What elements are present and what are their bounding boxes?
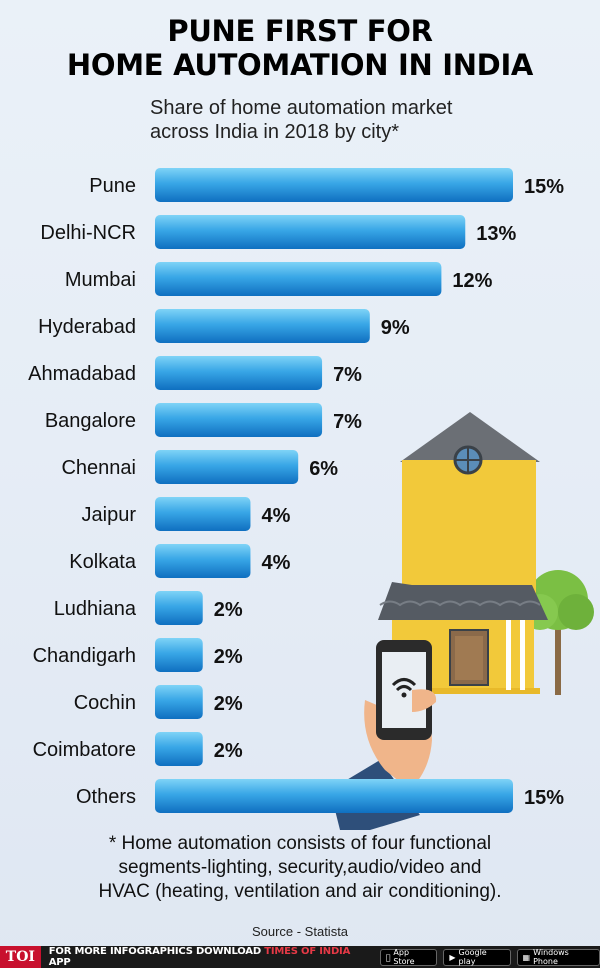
windows-phone-label: Windows Phone (532, 948, 569, 966)
bar-others (155, 779, 513, 813)
app-store-badge[interactable]:  App Store (379, 948, 438, 966)
house-roof (378, 582, 548, 620)
footnote-line-1: * Home automation consists of four funct… (108, 833, 492, 854)
house-wall (402, 460, 536, 600)
category-label-chennai: Chennai (61, 457, 136, 479)
category-label-cochin: Cochin (74, 692, 136, 714)
windows-icon: ▦ (521, 952, 531, 962)
footer-brand: TIMES OF INDIA (264, 946, 351, 957)
bar-chandigarh (155, 638, 203, 672)
footnote-line-2: segments-lighting, security,audio/video … (118, 857, 482, 878)
value-label-mumbai: 12% (452, 270, 492, 292)
footnote-line-3: HVAC (heating, ventilation and air condi… (98, 881, 502, 902)
bar-cochin (155, 685, 203, 719)
footnote: * Home automation consists of four funct… (0, 832, 600, 904)
value-label-others: 15% (524, 787, 564, 809)
footer-text-prefix: FOR MORE INFOGRAPHICS DOWNLOAD (48, 946, 261, 957)
value-label-chandigarh: 2% (214, 646, 243, 668)
category-label-ludhiana: Ludhiana (54, 598, 137, 620)
category-label-bangalore: Bangalore (45, 410, 136, 432)
footer-promo-text: FOR MORE INFOGRAPHICS DOWNLOAD TIMES OF … (49, 946, 366, 968)
category-label-hyderabad: Hyderabad (38, 316, 136, 338)
wifi-icon (391, 678, 417, 687)
title-line-2: HOME AUTOMATION IN INDIA (66, 48, 534, 82)
bar-jaipur (155, 497, 251, 531)
category-label-others: Others (76, 786, 136, 808)
bar-bangalore (155, 403, 323, 437)
value-label-jaipur: 4% (261, 505, 290, 527)
category-label-chandigarh: Chandigarh (33, 645, 136, 667)
source-credit: Source - Statista (251, 924, 349, 939)
category-label-coimbatore: Coimbatore (33, 739, 136, 761)
value-label-chennai: 6% (309, 458, 338, 480)
bar-mumbai (155, 262, 442, 296)
play-icon: ▶ (448, 952, 455, 962)
bar-ahmadabad (155, 356, 323, 390)
tree-trunk (555, 615, 561, 695)
title-line-1: PUNE FIRST FOR (167, 14, 433, 48)
bar-hyderabad (155, 309, 370, 343)
bar-ludhiana (155, 591, 203, 625)
footer-text-suffix: APP (48, 957, 71, 968)
bar-kolkata (155, 544, 251, 578)
bar-chennai (155, 450, 299, 484)
bar-delhi-ncr (155, 215, 466, 249)
category-label-kolkata: Kolkata (69, 551, 137, 573)
category-label-mumbai: Mumbai (65, 269, 136, 291)
page-title: PUNE FIRST FOR HOME AUTOMATION IN INDIA (0, 14, 600, 82)
category-label-ahmadabad: Ahmadabad (28, 363, 136, 385)
value-label-cochin: 2% (214, 693, 243, 715)
value-label-delhi-ncr: 13% (476, 223, 516, 245)
value-label-coimbatore: 2% (214, 740, 243, 762)
toi-logo[interactable]: TOI (0, 946, 41, 968)
app-store-label: App Store (391, 948, 414, 966)
value-label-hyderabad: 9% (381, 317, 410, 339)
windows-phone-badge[interactable]: ▦ Windows Phone (516, 948, 600, 966)
google-play-label: Google play (457, 948, 487, 966)
bar-pune (155, 168, 513, 202)
value-label-pune: 15% (524, 176, 564, 198)
apple-icon:  (386, 953, 391, 962)
value-label-ahmadabad: 7% (333, 364, 362, 386)
category-label-pune: Pune (89, 175, 136, 197)
category-label-delhi-ncr: Delhi-NCR (40, 222, 136, 244)
house-illustration (378, 412, 594, 695)
house-gable (400, 412, 540, 462)
subtitle-line-1: Share of home automation market (150, 97, 453, 119)
chart-subtitle: Share of home automation market across I… (150, 96, 570, 144)
subtitle-line-2: across India in 2018 by city* (150, 121, 400, 143)
bar-chart: Pune 15% Delhi-NCR 13% Mumbai 12% Hyderabad 9% A… (28, 168, 594, 830)
value-label-ludhiana: 2% (214, 599, 243, 621)
footer-banner: TOI FOR MORE INFOGRAPHICS DOWNLOAD TIMES… (0, 946, 600, 968)
google-play-badge[interactable]: ▶ Google play (443, 948, 511, 966)
value-label-kolkata: 4% (261, 552, 290, 574)
bar-coimbatore (155, 732, 203, 766)
value-label-bangalore: 7% (333, 411, 362, 433)
category-label-jaipur: Jaipur (82, 504, 137, 526)
